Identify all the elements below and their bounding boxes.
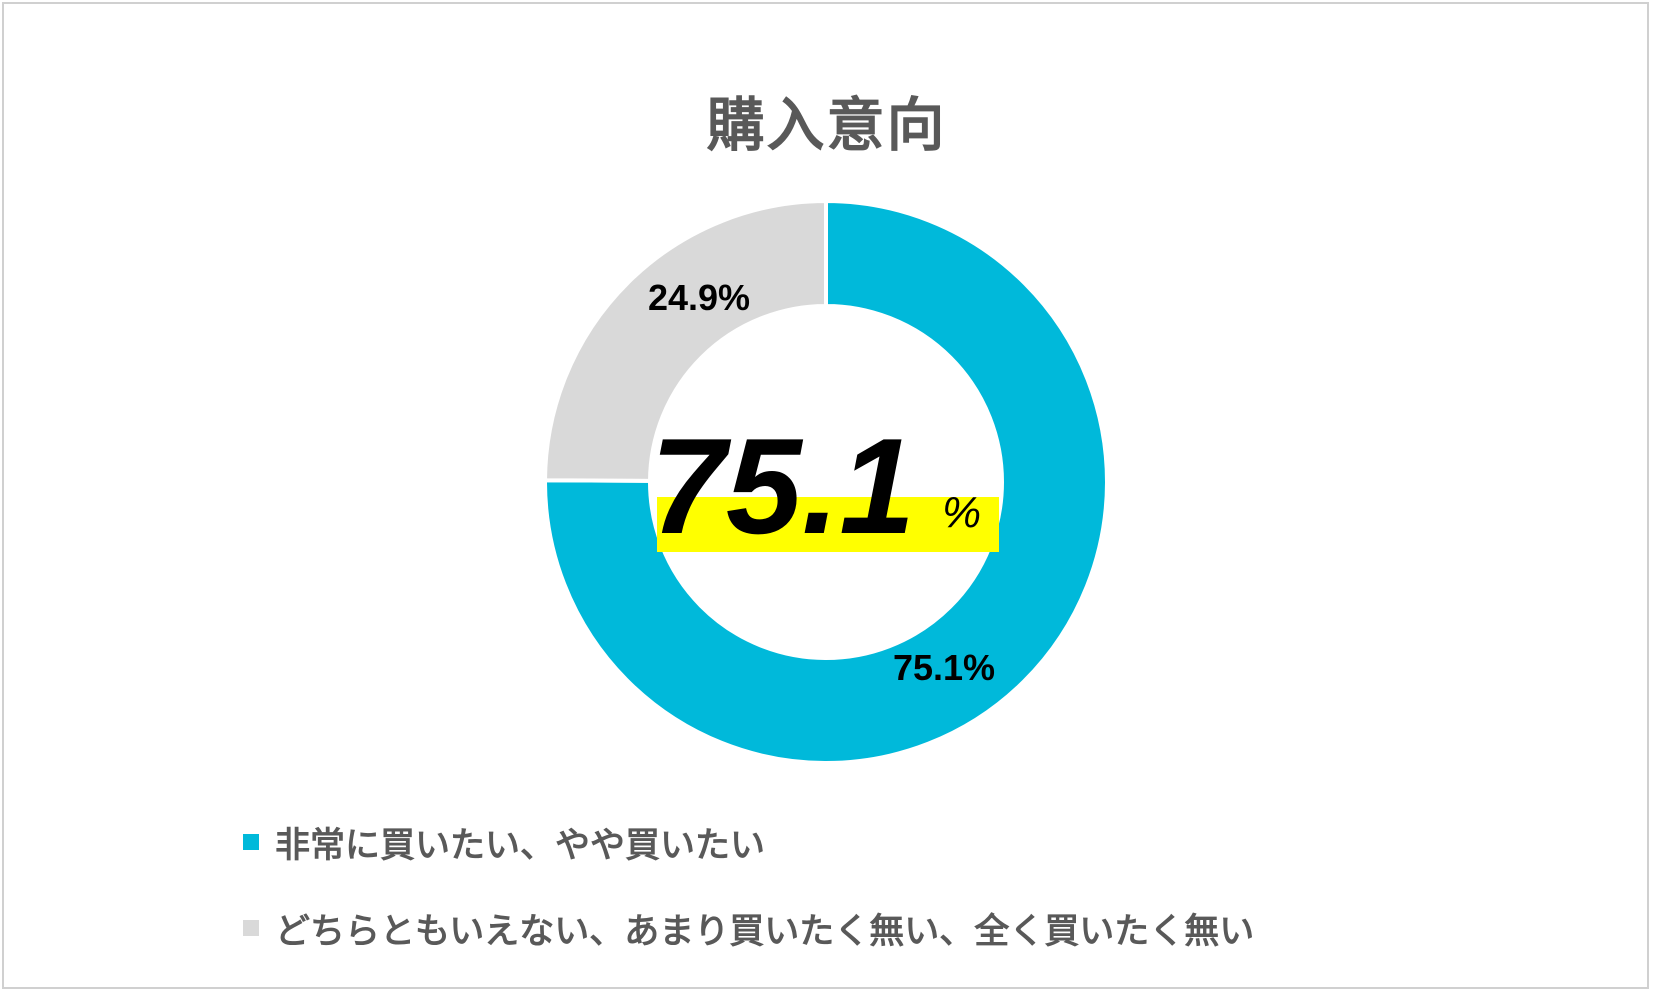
chart-title: 購入意向 [706, 91, 947, 159]
legend: 非常に買いたい、やや買いたい どちらともいえない、あまり買いたく無い、全く買いた… [243, 820, 1254, 992]
legend-item: 非常に買いたい、やや買いたい [243, 820, 1254, 866]
legend-swatch-0 [243, 834, 259, 850]
legend-label-0: 非常に買いたい、やや買いたい [275, 825, 766, 866]
donut-slice-0 [543, 198, 1109, 765]
data-label-1: 24.9% [648, 277, 750, 318]
donut-slice-1 [542, 198, 828, 483]
legend-item: どちらともいえない、あまり買いたく無い、全く買いたく無い [243, 906, 1254, 952]
legend-label-1: どちらともいえない、あまり買いたく無い、全く買いたく無い [275, 911, 1255, 952]
data-label-0: 75.1% [893, 647, 995, 688]
center-unit: % [942, 488, 981, 537]
center-value: 75.1 [650, 410, 915, 562]
center-highlight [657, 497, 999, 552]
legend-swatch-1 [243, 920, 259, 936]
